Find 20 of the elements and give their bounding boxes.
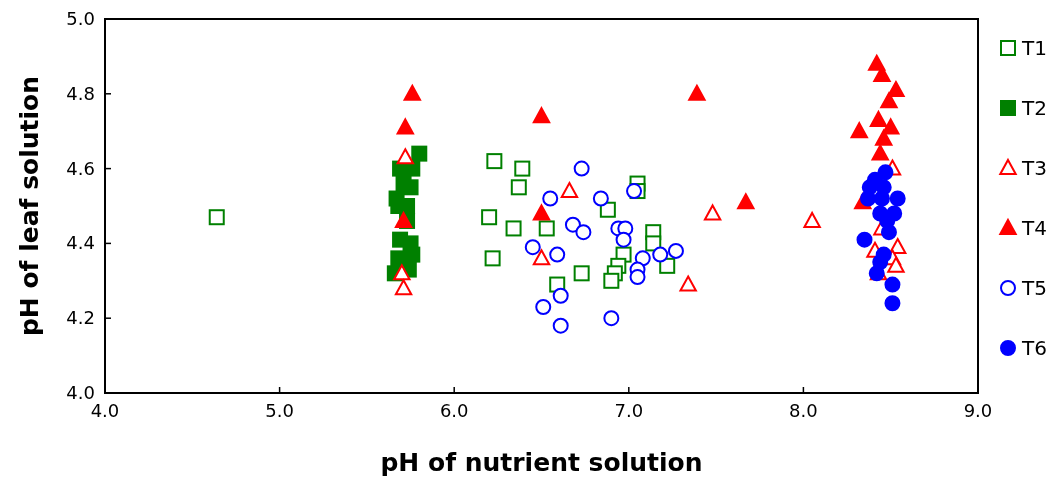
x-axis-title: pH of nutrient solution [380, 448, 703, 477]
legend-label: T6 [1021, 336, 1047, 360]
y-axis-title: pH of leaf solution [15, 75, 44, 337]
legend-label: T2 [1021, 96, 1047, 120]
y-tick-label: 4.0 [66, 382, 95, 403]
legend-label: T3 [1021, 156, 1047, 180]
x-tick-label: 9.0 [963, 400, 993, 421]
y-tick-label: 5.0 [66, 8, 95, 29]
legend-label: T5 [1021, 276, 1047, 300]
x-tick-label: 6.0 [439, 400, 469, 421]
x-tick-label: 7.0 [614, 400, 644, 421]
y-tick-label: 4.4 [66, 232, 95, 254]
y-tick-label: 4.2 [66, 307, 95, 329]
x-tick-label: 4.0 [90, 400, 120, 421]
x-tick-label: 5.0 [265, 400, 294, 421]
y-tick-label: 4.6 [66, 157, 95, 179]
legend-label: T1 [1021, 36, 1047, 60]
x-tick-label: 8.0 [789, 400, 818, 421]
legend-label: T4 [1021, 216, 1047, 240]
y-tick-label: 4.8 [66, 82, 95, 104]
